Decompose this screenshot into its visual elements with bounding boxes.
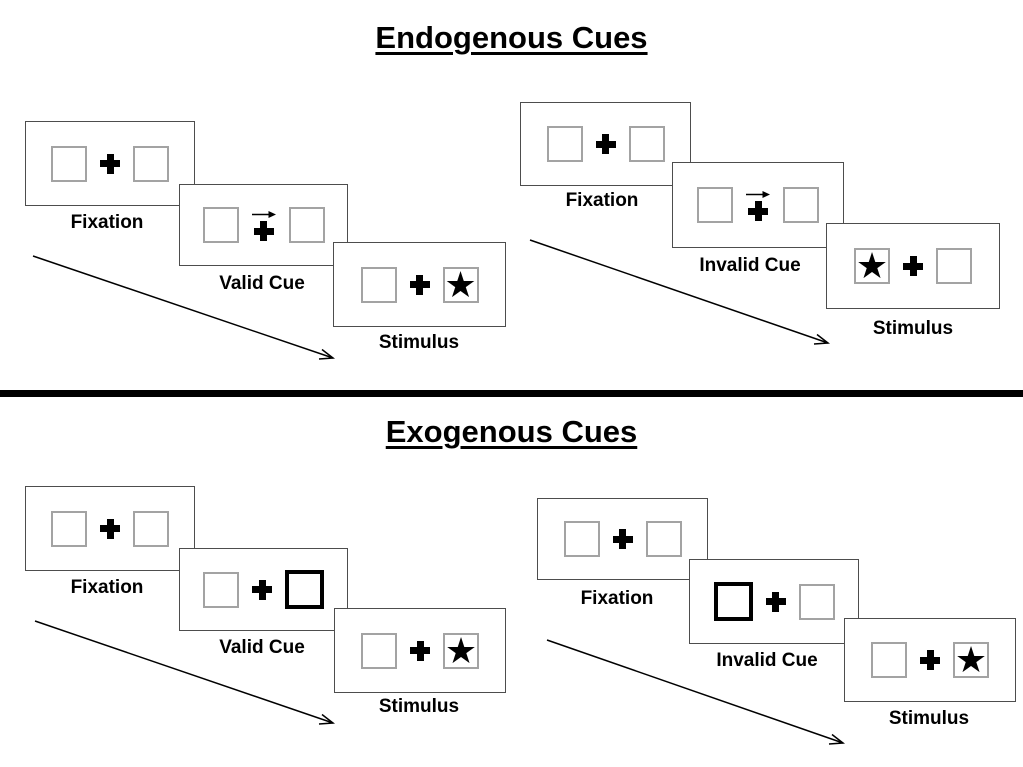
- right-placeholder-box: [288, 207, 325, 243]
- right-arrow-icon: [251, 211, 276, 218]
- fixation-cross-icon: [252, 579, 272, 600]
- panel-label: Fixation: [70, 577, 144, 598]
- section-divider: [0, 390, 1023, 397]
- right-placeholder-box: [133, 510, 169, 547]
- panel-label: Invalid Cue: [716, 650, 818, 671]
- sequence-arrow: [546, 639, 846, 745]
- right-target-box: ★: [953, 642, 989, 678]
- fixation-cross-icon: [410, 640, 430, 661]
- panel-label: Invalid Cue: [699, 255, 801, 276]
- right-placeholder-box: [936, 248, 972, 284]
- valid-cue-panel: [179, 548, 348, 631]
- fixation-cross-icon: [100, 518, 120, 539]
- left-placeholder-box: [871, 642, 907, 678]
- left-placeholder-box: [51, 145, 87, 182]
- panel-label: Stimulus: [888, 708, 970, 729]
- panel-label: Fixation: [565, 190, 639, 211]
- invalid-cue-panel: [672, 162, 844, 248]
- panel-label: Fixation: [580, 588, 654, 609]
- right-highlighted-cue-box: [285, 570, 324, 609]
- left-placeholder-box: [546, 126, 583, 162]
- fixation-cross-icon: [253, 221, 274, 241]
- fixation-panel: [537, 498, 708, 580]
- left-highlighted-cue-box: [713, 582, 753, 621]
- fixation-cross-icon: [595, 134, 616, 154]
- stimulus-panel: ★: [334, 608, 506, 693]
- sequence-arrow: [32, 255, 336, 360]
- cue-center-stack: [746, 189, 770, 221]
- fixation-cross-icon: [765, 591, 786, 612]
- stimulus-panel: ★: [844, 618, 1016, 702]
- endogenous-section-title: Endogenous Cues: [0, 20, 1023, 56]
- panel-label: Valid Cue: [219, 273, 305, 294]
- fixation-cross-icon: [612, 529, 633, 549]
- left-placeholder-box: [202, 207, 239, 243]
- sequence-arrow: [529, 239, 831, 345]
- right-target-box: ★: [442, 263, 479, 305]
- cue-center-stack: [251, 209, 276, 241]
- right-placeholder-box: [798, 583, 835, 620]
- left-placeholder-box: [360, 266, 397, 303]
- right-target-box: ★: [443, 629, 479, 671]
- left-placeholder-box: [563, 521, 600, 557]
- fixation-cross-icon: [748, 201, 768, 221]
- stimulus-panel: ★: [333, 242, 506, 327]
- panel-label: Stimulus: [378, 696, 460, 717]
- left-placeholder-box: [203, 571, 239, 608]
- panel-label: Valid Cue: [219, 637, 305, 658]
- endogenous-title-text: Endogenous Cues: [375, 20, 648, 55]
- panel-label: Stimulus: [378, 332, 460, 353]
- exogenous-title-text: Exogenous Cues: [385, 414, 638, 449]
- invalid-cue-panel: [689, 559, 859, 644]
- star-icon: ★: [855, 245, 889, 286]
- right-arrow-icon: [746, 191, 770, 198]
- sequence-arrow: [34, 620, 336, 725]
- fixation-panel: [25, 121, 195, 206]
- exogenous-section-title: Exogenous Cues: [0, 414, 1023, 450]
- left-placeholder-box: [697, 187, 733, 223]
- fixation-cross-icon: [409, 274, 430, 295]
- right-placeholder-box: [783, 187, 819, 223]
- left-target-box: ★: [854, 248, 890, 284]
- star-icon: ★: [444, 629, 478, 671]
- panel-label: Stimulus: [872, 318, 954, 339]
- fixation-panel: [25, 486, 195, 571]
- panel-label: Fixation: [70, 212, 144, 233]
- star-icon: ★: [444, 263, 477, 305]
- left-placeholder-box: [361, 632, 397, 669]
- fixation-cross-icon: [903, 256, 923, 276]
- star-icon: ★: [954, 639, 988, 680]
- fixation-panel: [520, 102, 691, 186]
- fixation-cross-icon: [920, 650, 940, 670]
- left-placeholder-box: [51, 510, 87, 547]
- stimulus-panel: ★: [826, 223, 1000, 309]
- right-placeholder-box: [133, 145, 169, 182]
- valid-cue-panel: [179, 184, 348, 266]
- fixation-cross-icon: [100, 153, 120, 174]
- right-placeholder-box: [645, 521, 682, 557]
- right-placeholder-box: [628, 126, 665, 162]
